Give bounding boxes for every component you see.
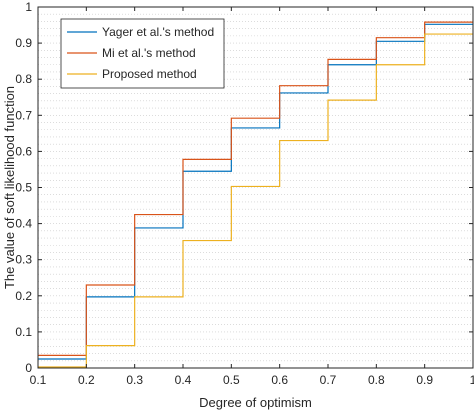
series-line-mi-et-al-s-method <box>38 21 473 356</box>
y-tick-label: 1 <box>25 0 32 14</box>
y-tick-label: 0.1 <box>15 325 32 339</box>
x-tick-label: 0.4 <box>175 373 192 387</box>
legend-entry-label: Yager et al.'s method <box>102 25 214 39</box>
series-layer <box>38 21 473 368</box>
x-tick-label: 0.3 <box>126 373 143 387</box>
legend-entry-label: Mi et al.'s method <box>102 46 196 60</box>
legend: Yager et al.'s method Mi et al.'s method P… <box>60 18 225 89</box>
x-tick-label: 0.2 <box>78 373 95 387</box>
y-tick-label: 0.8 <box>15 72 32 86</box>
legend-entry-label: Proposed method <box>102 67 197 81</box>
y-tick-label: 0 <box>25 361 32 375</box>
y-tick-label: 0.5 <box>15 181 32 195</box>
x-tick-label: 0.5 <box>223 373 240 387</box>
x-tick-label: 1 <box>470 373 474 387</box>
y-tick-label: 0.7 <box>15 108 32 122</box>
y-tick-label: 0.4 <box>15 217 32 231</box>
x-tick-label: 0.7 <box>320 373 337 387</box>
x-tick-label: 0.6 <box>271 373 288 387</box>
y-tick-label: 0.9 <box>15 36 32 50</box>
axis-ticks: 0.1 0.2 0.3 0.4 0.5 0.6 0.7 0.8 0.9 100.10.20.30.… <box>15 0 474 387</box>
series-line-yager-et-al-s-method <box>38 23 473 360</box>
y-tick-label: 0.6 <box>15 144 32 158</box>
x-tick-label: 0.8 <box>368 373 385 387</box>
x-tick-label: 0.9 <box>416 373 433 387</box>
series-line-proposed-method <box>38 33 473 368</box>
y-tick-label: 0.3 <box>15 253 32 267</box>
x-axis-label: Degree of optimism <box>199 395 312 410</box>
x-tick-label: 0.1 <box>30 373 47 387</box>
y-axis-label: The value of soft likelihood function <box>2 86 17 289</box>
y-tick-label: 0.2 <box>15 289 32 303</box>
